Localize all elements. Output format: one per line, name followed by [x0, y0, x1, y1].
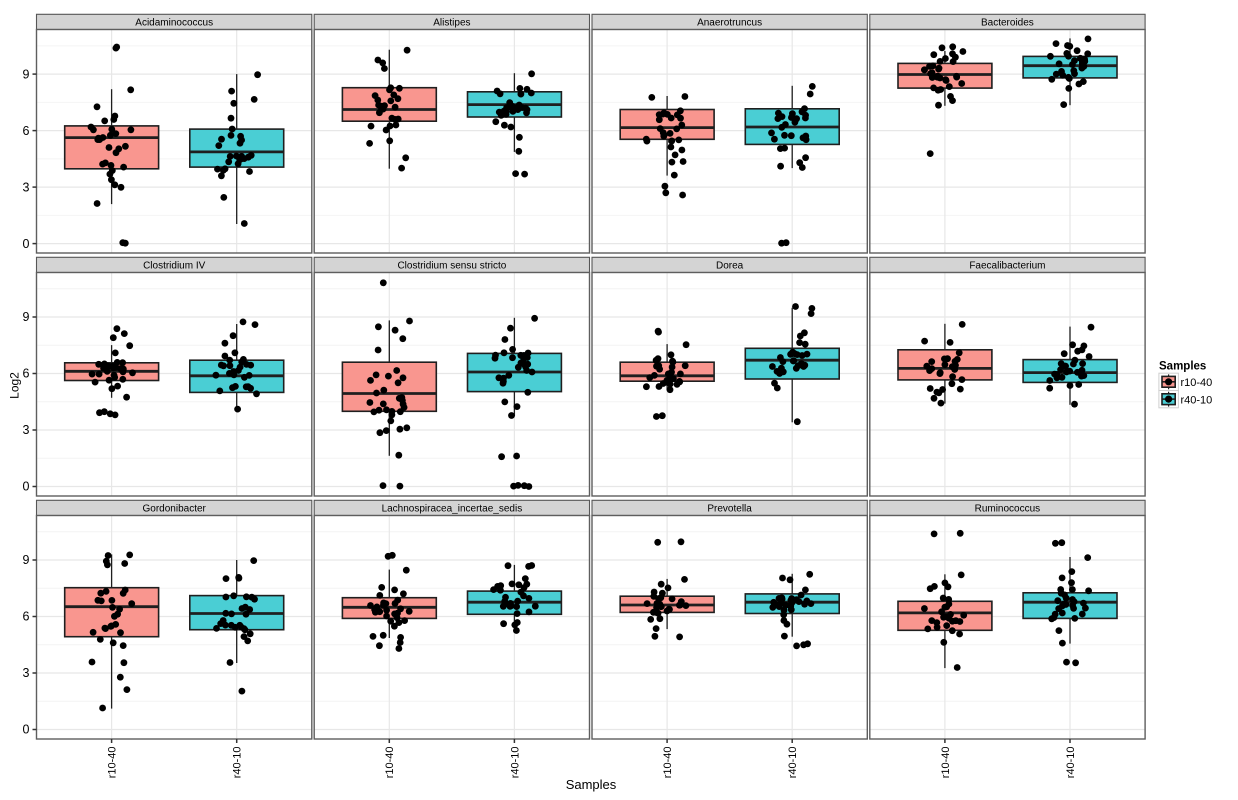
svg-text:0: 0	[23, 237, 30, 251]
svg-text:6: 6	[23, 367, 30, 381]
svg-text:r40-10: r40-10	[787, 747, 799, 779]
svg-text:r10-40: r10-40	[940, 747, 952, 779]
svg-text:Alistipes: Alistipes	[433, 17, 470, 28]
svg-text:r40-10: r40-10	[1065, 747, 1077, 779]
svg-text:Clostridium IV: Clostridium IV	[143, 260, 206, 271]
svg-text:Samples: Samples	[1159, 361, 1206, 373]
svg-text:r40-10: r40-10	[1181, 394, 1213, 406]
svg-text:r40-10: r40-10	[232, 747, 244, 779]
svg-text:Dorea: Dorea	[716, 260, 744, 271]
svg-text:Faecalibacterium: Faecalibacterium	[969, 260, 1045, 271]
svg-text:r10-40: r10-40	[384, 747, 396, 779]
svg-text:Log2: Log2	[8, 372, 22, 399]
svg-text:Anaerotruncus: Anaerotruncus	[697, 17, 762, 28]
svg-text:3: 3	[23, 180, 30, 194]
svg-text:r10-40: r10-40	[662, 747, 674, 779]
svg-text:0: 0	[23, 723, 30, 737]
svg-text:0: 0	[23, 480, 30, 494]
svg-text:r10-40: r10-40	[1181, 377, 1213, 389]
svg-text:Ruminococcus: Ruminococcus	[975, 503, 1041, 514]
svg-text:Clostridium sensu stricto: Clostridium sensu stricto	[397, 260, 506, 271]
svg-text:6: 6	[23, 124, 30, 138]
svg-text:9: 9	[23, 67, 30, 81]
svg-text:Gordonibacter: Gordonibacter	[143, 503, 207, 514]
svg-text:Acidaminococcus: Acidaminococcus	[135, 17, 213, 28]
svg-text:9: 9	[23, 310, 30, 324]
svg-text:3: 3	[23, 423, 30, 437]
svg-text:9: 9	[23, 553, 30, 567]
svg-text:r40-10: r40-10	[509, 747, 521, 779]
svg-text:Samples: Samples	[566, 777, 617, 792]
svg-text:r10-40: r10-40	[107, 747, 119, 779]
svg-text:6: 6	[23, 610, 30, 624]
svg-text:Lachnospiracea_incertae_sedis: Lachnospiracea_incertae_sedis	[382, 503, 523, 514]
svg-text:Bacteroides: Bacteroides	[981, 17, 1034, 28]
svg-text:Prevotella: Prevotella	[707, 503, 752, 514]
svg-text:3: 3	[23, 666, 30, 680]
